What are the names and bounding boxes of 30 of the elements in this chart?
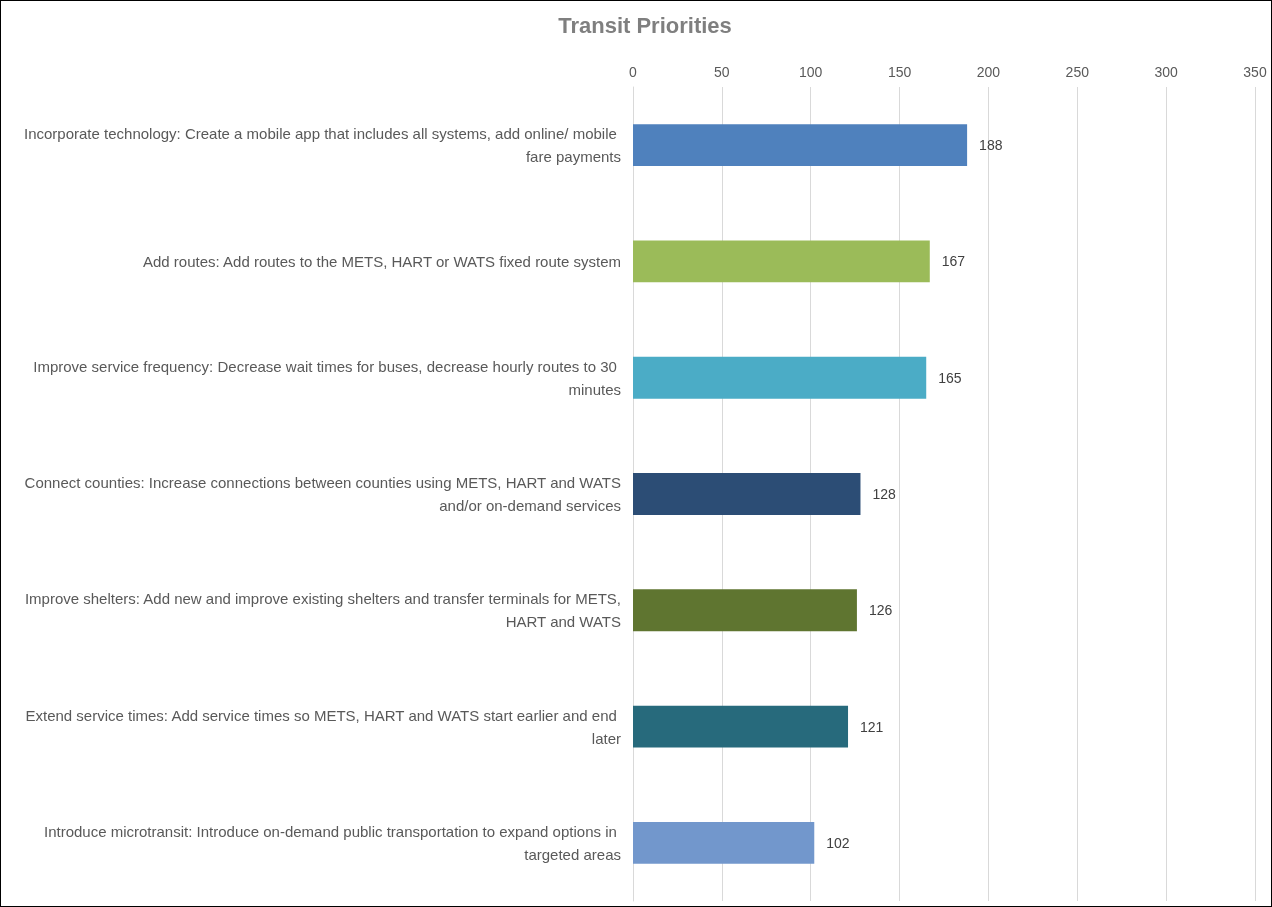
y-tick-label: Improve service frequency: Decrease wait times for buses, decrease hourly routes to 30 minutes [33, 357, 621, 398]
x-tick-label: 250 [1065, 64, 1090, 80]
y-tick-label: Introduce microtransit: Introduce on-demand public transportation to expand options in targeted areas [43, 822, 621, 863]
x-tick-label: 350 [1243, 64, 1267, 80]
bar [633, 705, 849, 748]
data-label: 128 [872, 486, 897, 502]
bar [633, 589, 857, 632]
data-label: 165 [938, 369, 962, 386]
x-tick-label: 200 [976, 64, 1001, 80]
bar [633, 473, 861, 515]
y-tick-label: Extend service times: Add service times so METS, HART and WATS start earlier and end later [25, 706, 621, 747]
data-label: 167 [941, 253, 966, 270]
bar [633, 240, 930, 283]
data-label: 126 [868, 602, 893, 619]
chart-title: Transit Priorities [558, 12, 732, 38]
data-label: 188 [979, 137, 1003, 154]
bar [633, 356, 927, 399]
bar [633, 124, 968, 167]
x-tick-label: 50 [714, 64, 730, 80]
x-tick-label: 300 [1154, 64, 1179, 80]
data-label: 121 [860, 718, 884, 735]
y-tick-label: Connect counties: Increase connections between counties using METS, HART and WATS and/or on-demand services [24, 474, 621, 514]
y-tick-label: Improve shelters: Add new and improve existing shelters and transfer terminals for METS, HART and WATS [24, 590, 621, 631]
x-tick-label: 0 [629, 64, 638, 80]
y-tick-label: Incorporate technology: Create a mobile app that includes all systems, add online/ mobile fare payments [23, 125, 621, 166]
x-tick-label: 100 [799, 64, 823, 80]
bar [633, 821, 815, 864]
y-tick-label: Add routes: Add routes to the METS, HART or WATS fixed route system [143, 252, 621, 270]
data-label: 102 [826, 834, 850, 851]
x-tick-label: 150 [887, 64, 912, 80]
